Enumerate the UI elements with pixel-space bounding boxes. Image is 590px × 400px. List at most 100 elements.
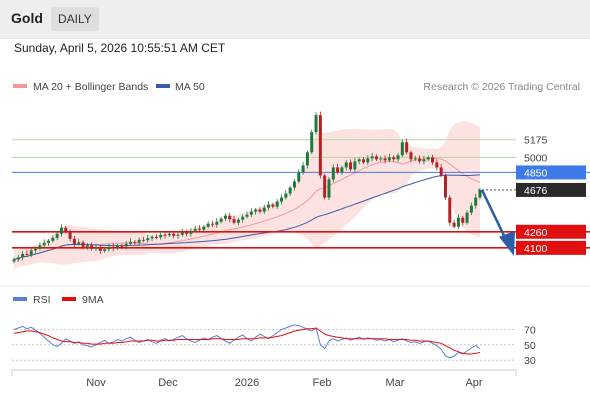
candle-body [85, 245, 89, 247]
x-tick-apr: Apr [465, 377, 482, 389]
legend-ma50-swatch [156, 84, 170, 88]
candle-body [336, 167, 340, 173]
candle-body [219, 218, 223, 222]
candle-body [443, 175, 447, 198]
candle-body [137, 239, 141, 243]
candle-body [198, 228, 202, 230]
candle-body [379, 158, 383, 160]
candle-body [439, 167, 443, 176]
candle-body [107, 246, 111, 250]
legend-ma50-label: MA 50 [175, 81, 205, 93]
candle-body [297, 172, 301, 182]
candle-body [301, 165, 305, 173]
candle-body [228, 215, 232, 220]
candle-body [280, 197, 284, 202]
candle-body [275, 201, 279, 207]
candle-body [267, 204, 271, 208]
candle-body [176, 234, 180, 236]
candle-body [426, 157, 430, 160]
candle-body [249, 211, 253, 215]
candle-body [241, 216, 245, 220]
candle-body [146, 238, 150, 241]
candle-body [357, 159, 361, 162]
candle-body [396, 155, 400, 160]
candle-body [262, 207, 266, 212]
candle-body [409, 152, 413, 160]
candle-body [129, 241, 132, 244]
candle-body [327, 179, 331, 198]
candle-body [150, 236, 154, 239]
candle-body [25, 253, 29, 255]
level-label-5175: 5175 [524, 135, 548, 147]
candle-body [42, 242, 46, 246]
candle-body [124, 243, 128, 247]
candle-body [465, 212, 469, 223]
candle-body [210, 223, 214, 225]
candle-body [318, 115, 322, 176]
candle-body [193, 228, 197, 231]
candle-body [202, 226, 206, 230]
level-label-4260: 4260 [524, 227, 548, 239]
level-label-5000: 5000 [524, 152, 548, 164]
candle-body [292, 181, 296, 188]
credit-text: Research © 2026 Trading Central [423, 81, 580, 93]
projection-arrow-shaft [480, 189, 508, 241]
candle-body [59, 227, 63, 234]
candle-body [271, 204, 275, 207]
candle-body [98, 247, 102, 251]
candle-body [353, 161, 357, 170]
candle-body [34, 248, 38, 251]
candle-body [469, 205, 473, 213]
candle-body [305, 152, 309, 166]
candle-body [383, 158, 387, 161]
candle-body [418, 158, 422, 162]
candle-body [55, 233, 59, 238]
legend-rsi-swatch [13, 297, 27, 301]
candle-body [284, 193, 288, 198]
level-tag-4260 [516, 224, 586, 239]
candle-body [474, 197, 478, 206]
candle-body [456, 217, 460, 227]
candle-body [64, 227, 68, 232]
candle-body [374, 156, 378, 160]
candle-body [185, 232, 189, 234]
candle-body [435, 162, 439, 168]
candle-body [387, 157, 391, 161]
candle-body [116, 245, 120, 249]
symbol-title: Gold [11, 10, 43, 26]
candle-body [72, 238, 76, 244]
rsi-tick-50: 50 [524, 340, 536, 352]
candle-body [478, 189, 482, 198]
candle-body [413, 158, 417, 160]
rsi-tick-30: 30 [524, 355, 536, 367]
rsi-tick-70: 70 [524, 325, 536, 337]
timestamp: Sunday, April 5, 2026 10:55:51 AM CET [14, 41, 226, 55]
candle-body [12, 259, 16, 262]
candle-body [314, 115, 318, 133]
candle-body [349, 162, 353, 170]
candle-body [392, 157, 396, 160]
x-tick-dec: Dec [158, 377, 178, 389]
candle-body [47, 240, 51, 243]
candle-body [189, 230, 193, 234]
candle-body [422, 159, 426, 162]
candle-body [16, 257, 20, 260]
candle-body [133, 241, 137, 243]
candle-body [77, 242, 81, 244]
header-bar: Gold DAILY [0, 0, 590, 39]
rsi-line [13, 324, 481, 359]
candle-body [236, 219, 240, 223]
candle-body [370, 156, 374, 159]
candle-body [90, 245, 94, 249]
candle-body [223, 215, 227, 219]
candle-body [461, 217, 465, 223]
candle-body [340, 167, 344, 173]
legend-9ma-label: 9MA [82, 294, 104, 306]
candle-body [362, 159, 365, 163]
candle-body [172, 233, 176, 236]
candle-body [215, 221, 219, 225]
legend-9ma-swatch [62, 297, 76, 301]
candle-body [103, 249, 107, 251]
timeframe-badge[interactable]: DAILY [51, 7, 99, 31]
